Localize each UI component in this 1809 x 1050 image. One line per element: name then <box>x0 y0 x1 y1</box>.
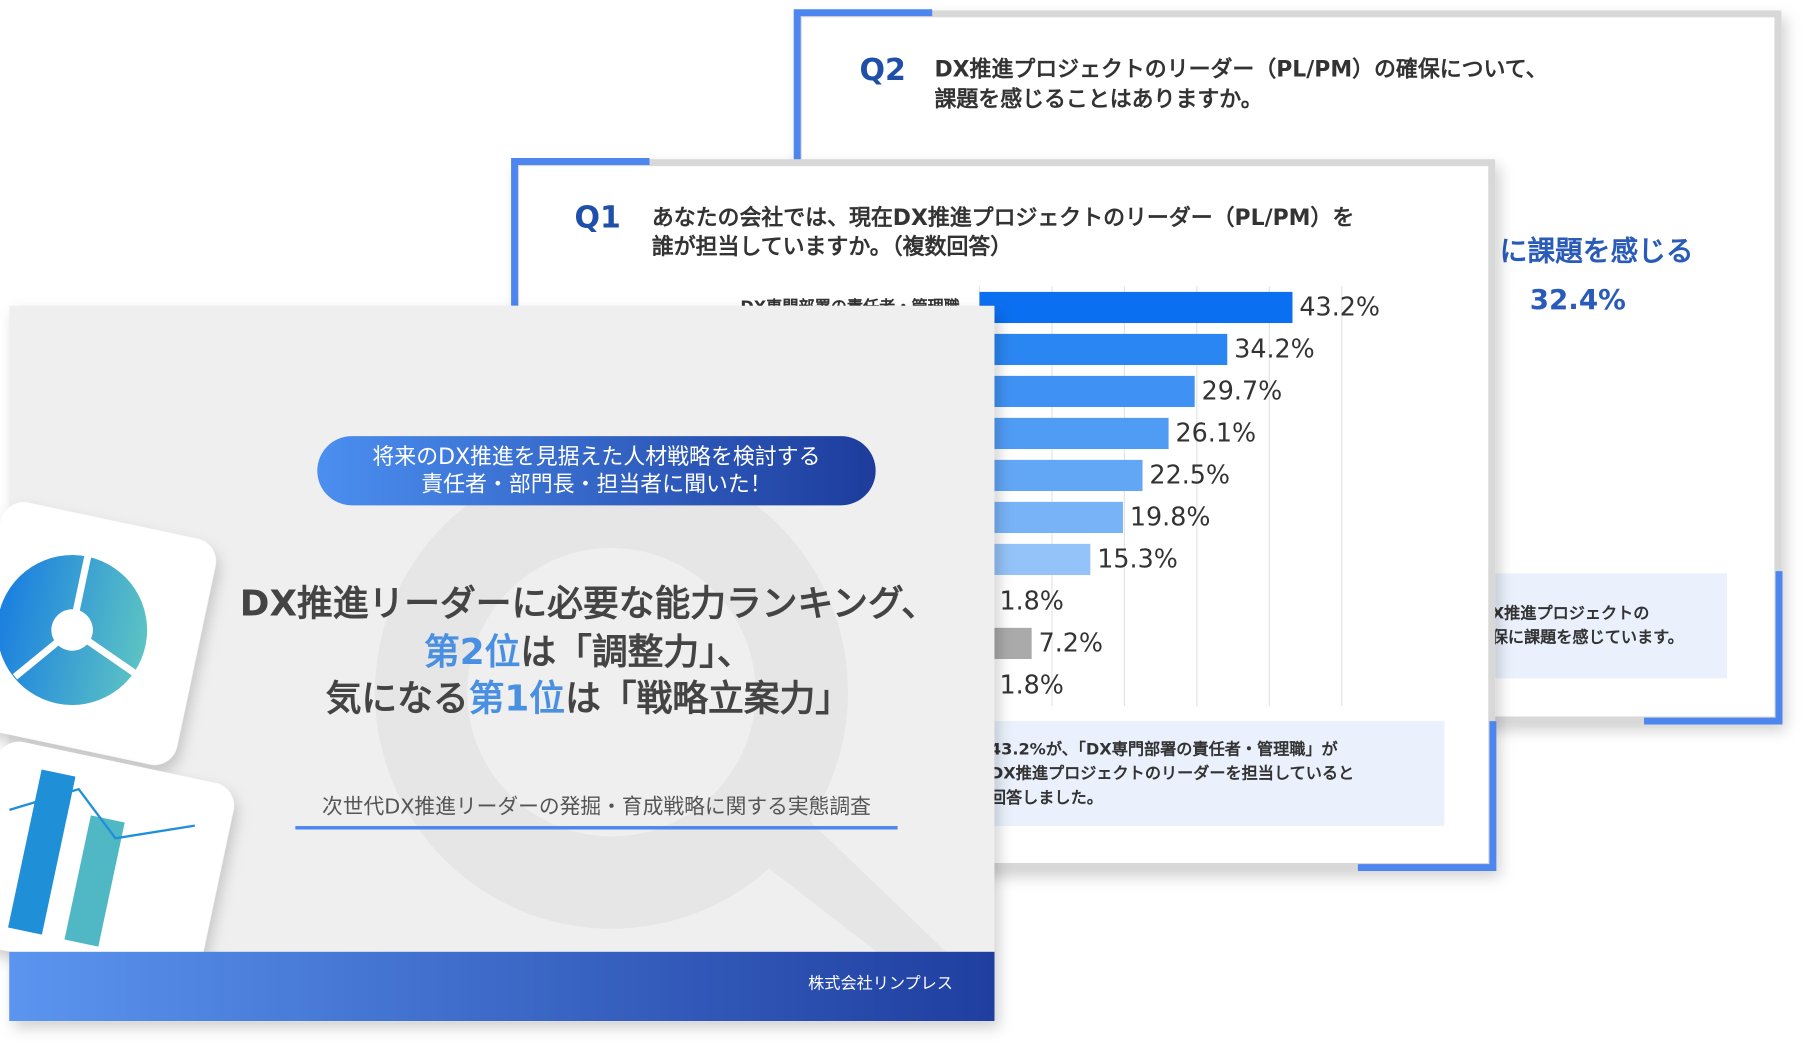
highlight: に課題を感じる <box>1500 235 1694 268</box>
value-label: 1.8% <box>999 670 1063 700</box>
question-label: Q2 <box>860 53 906 88</box>
question-text: DX推進プロジェクトのリーダー（PL/PM）の確保について、 <box>934 56 1547 82</box>
bar <box>979 501 1123 534</box>
note-text: X推進プロジェクトの <box>1492 603 1650 622</box>
title-line: 第2位は「調整力」、 <box>424 632 753 673</box>
bar <box>979 375 1195 408</box>
bar <box>979 459 1143 492</box>
question-text: あなたの会社では、現在DX推進プロジェクトのリーダー（PL/PM）を <box>652 205 1354 231</box>
tag-text: 責任者・部門長・担当者に聞いた！ <box>421 473 772 498</box>
note-box <box>974 721 1445 827</box>
subtitle: 次世代DX推進リーダーの発掘・育成戦略に関する実態調査 <box>322 795 871 819</box>
note-text: 保に課題を感じています。 <box>1491 627 1684 646</box>
title-highlight: 第1位 <box>469 678 565 719</box>
bar-card <box>0 741 234 987</box>
value-label: 15.3% <box>1097 544 1178 574</box>
value-label: 43.2% <box>1299 292 1380 322</box>
value-label: 34.2% <box>1234 334 1315 364</box>
cover-slide: 将来のDX推進を見据えた人材戦略を検討する 責任者・部門長・担当者に聞いた！ D… <box>0 305 995 1022</box>
value-label: 22.5% <box>1149 460 1230 490</box>
note-text: 43.2%が、「DX専門部署の責任者・管理職」が <box>990 739 1339 758</box>
title-text: は「調整力」、 <box>520 632 752 673</box>
question-text: 誰が担当していますか。（複数回答） <box>652 234 1012 260</box>
value-label: 1.8% <box>999 586 1063 616</box>
bar <box>979 417 1169 450</box>
value-label: 29.7% <box>1202 376 1283 406</box>
note-box <box>1476 573 1728 679</box>
question-label: Q1 <box>575 201 621 236</box>
bar <box>979 291 1293 324</box>
value-label: 26.1% <box>1176 418 1257 448</box>
pie-card <box>0 502 216 765</box>
title-line: 気になる第1位は「戦略立案力」 <box>326 678 851 719</box>
note-text: DX推進プロジェクトのリーダーを担当していると <box>990 764 1354 783</box>
footer-band <box>9 951 995 1022</box>
question-text: 課題を感じることはありますか。 <box>934 86 1262 112</box>
value-label: 19.8% <box>1130 502 1211 532</box>
bar-chart: 43.2%DX専門部署の責任者・管理職34.2%29.7%26.1%22.5%1… <box>740 286 1380 707</box>
title-text: 気になる <box>326 678 469 719</box>
note-text: 回答しました。 <box>990 788 1103 807</box>
magnifier-handle <box>749 807 947 952</box>
title-highlight: 第2位 <box>424 632 520 673</box>
title-line: DX推進リーダーに必要な能力ランキング、 <box>240 584 937 625</box>
title-text: は「戦略立案力」 <box>565 678 851 719</box>
bar <box>979 333 1228 366</box>
tag-text: 将来のDX推進を見据えた人材戦略を検討する <box>372 445 820 470</box>
tag-pill <box>317 436 876 506</box>
company: 株式会社リンプレス <box>808 974 953 993</box>
value-label: 7.2% <box>1039 628 1103 658</box>
highlight-value: 32.4% <box>1530 283 1626 316</box>
subtitle-underline <box>295 826 898 830</box>
bar <box>979 543 1091 576</box>
magnifier <box>467 548 756 837</box>
